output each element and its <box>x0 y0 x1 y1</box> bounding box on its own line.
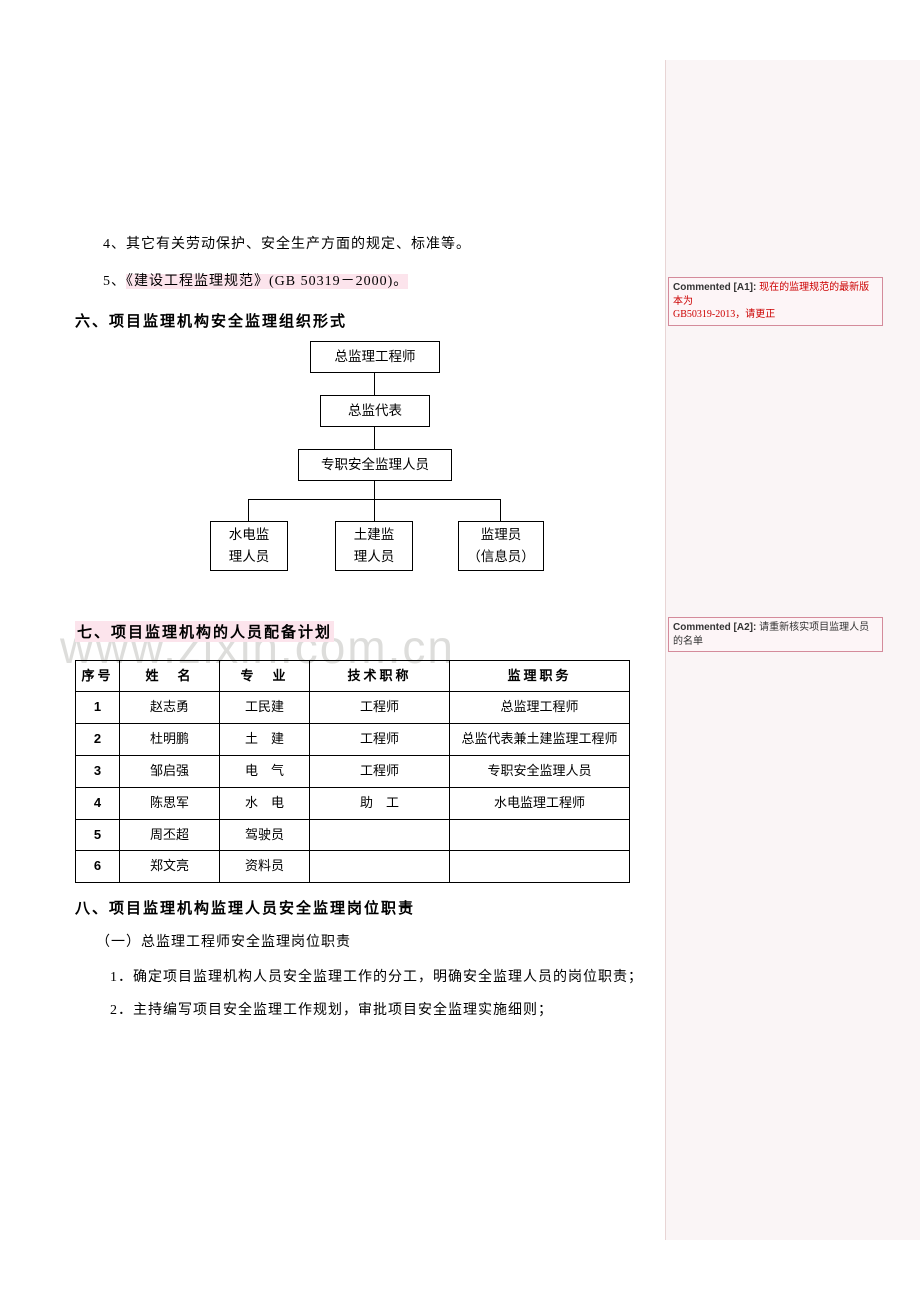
heading-7-wrap: 七、项目监理机构的人员配备计划 <box>75 609 665 652</box>
para-5: 5、《建设工程监理规范》(GB 50319－2000)。 <box>75 267 665 298</box>
org-chart: 总监理工程师 总监代表 专职安全监理人员 水电监 理人员 土建监 理人员 监理员… <box>180 341 560 591</box>
cell-major: 电 气 <box>220 755 310 787</box>
cell-role: 水电监理工程师 <box>450 787 630 819</box>
table-row: 4 陈思军 水 电 助 工 水电监理工程师 <box>76 787 630 819</box>
org-connector <box>374 373 375 395</box>
table-row: 6 郑文亮 资料员 <box>76 851 630 883</box>
org-connector <box>374 427 375 449</box>
th-index: 序号 <box>76 660 120 692</box>
cell-name: 郑文亮 <box>120 851 220 883</box>
comment-a1-label: Commented [A1]: <box>673 282 759 293</box>
cell-major: 土 建 <box>220 724 310 756</box>
org-node-safety: 专职安全监理人员 <box>298 449 452 481</box>
org-node-elec: 水电监 理人员 <box>210 521 288 571</box>
org-connector <box>374 481 375 499</box>
cell-role: 总监理工程师 <box>450 692 630 724</box>
cell-major: 水 电 <box>220 787 310 819</box>
comment-a2-label: Commented [A2]: <box>673 622 759 633</box>
para-8-1-1: 1．确定项目监理机构人员安全监理工作的分工，明确安全监理人员的岗位职责； <box>75 963 665 994</box>
th-title: 技术职称 <box>310 660 450 692</box>
heading-6: 六、项目监理机构安全监理组织形式 <box>75 310 665 331</box>
th-role: 监理职务 <box>450 660 630 692</box>
org-connector <box>248 499 249 521</box>
cell-major: 驾驶员 <box>220 819 310 851</box>
para-5-highlight: 《建设工程监理规范》(GB 50319－2000)。 <box>126 274 408 289</box>
cell-role <box>450 851 630 883</box>
cell-name: 周丕超 <box>120 819 220 851</box>
cell-role <box>450 819 630 851</box>
org-node-info: 监理员 （信息员） <box>458 521 544 571</box>
cell-idx: 6 <box>76 851 120 883</box>
cell-name: 陈思军 <box>120 787 220 819</box>
comment-a1: Commented [A1]: 现在的监理规范的最新版本为 GB50319-20… <box>668 277 883 326</box>
th-name: 姓 名 <box>120 660 220 692</box>
para-8-1-2: 2．主持编写项目安全监理工作规划，审批项目安全监理实施细则； <box>75 996 665 1027</box>
cell-idx: 1 <box>76 692 120 724</box>
org-node-chief: 总监理工程师 <box>310 341 440 373</box>
document-page: 4、其它有关劳动保护、安全生产方面的规定、标准等。 5、《建设工程监理规范》(G… <box>75 60 665 1029</box>
table-row: 5 周丕超 驾驶员 <box>76 819 630 851</box>
para-5-prefix: 5、 <box>103 274 126 289</box>
table-header-row: 序号 姓 名 专 业 技术职称 监理职务 <box>76 660 630 692</box>
cell-name: 赵志勇 <box>120 692 220 724</box>
subheading-8-1: （一）总监理工程师安全监理岗位职责 <box>75 928 665 959</box>
cell-title: 工程师 <box>310 692 450 724</box>
comment-a2: Commented [A2]: 请重新核实项目监理人员的名单 <box>668 617 883 652</box>
cell-role: 专职安全监理人员 <box>450 755 630 787</box>
org-connector <box>500 499 501 521</box>
staff-table: 序号 姓 名 专 业 技术职称 监理职务 1 赵志勇 工民建 工程师 总监理工程… <box>75 660 630 884</box>
cell-idx: 2 <box>76 724 120 756</box>
cell-title <box>310 819 450 851</box>
heading-7: 七、项目监理机构的人员配备计划 <box>75 621 334 642</box>
cell-name: 杜明鹏 <box>120 724 220 756</box>
org-node-civil: 土建监 理人员 <box>335 521 413 571</box>
table-row: 3 邹启强 电 气 工程师 专职安全监理人员 <box>76 755 630 787</box>
cell-major: 工民建 <box>220 692 310 724</box>
cell-title: 工程师 <box>310 755 450 787</box>
cell-idx: 3 <box>76 755 120 787</box>
th-major: 专 业 <box>220 660 310 692</box>
cell-major: 资料员 <box>220 851 310 883</box>
comment-pane: Commented [A1]: 现在的监理规范的最新版本为 GB50319-20… <box>665 60 920 1240</box>
table-row: 2 杜明鹏 土 建 工程师 总监代表兼土建监理工程师 <box>76 724 630 756</box>
org-connector <box>374 499 375 521</box>
cell-title: 助 工 <box>310 787 450 819</box>
cell-title <box>310 851 450 883</box>
cell-title: 工程师 <box>310 724 450 756</box>
table-body: 1 赵志勇 工民建 工程师 总监理工程师 2 杜明鹏 土 建 工程师 总监代表兼… <box>76 692 630 883</box>
cell-idx: 5 <box>76 819 120 851</box>
cell-name: 邹启强 <box>120 755 220 787</box>
org-node-deputy: 总监代表 <box>320 395 430 427</box>
para-4: 4、其它有关劳动保护、安全生产方面的规定、标准等。 <box>75 230 665 261</box>
cell-idx: 4 <box>76 787 120 819</box>
table-row: 1 赵志勇 工民建 工程师 总监理工程师 <box>76 692 630 724</box>
cell-role: 总监代表兼土建监理工程师 <box>450 724 630 756</box>
heading-8: 八、项目监理机构监理人员安全监理岗位职责 <box>75 897 665 918</box>
comment-a1-text2: GB50319-2013，请更正 <box>673 309 775 320</box>
